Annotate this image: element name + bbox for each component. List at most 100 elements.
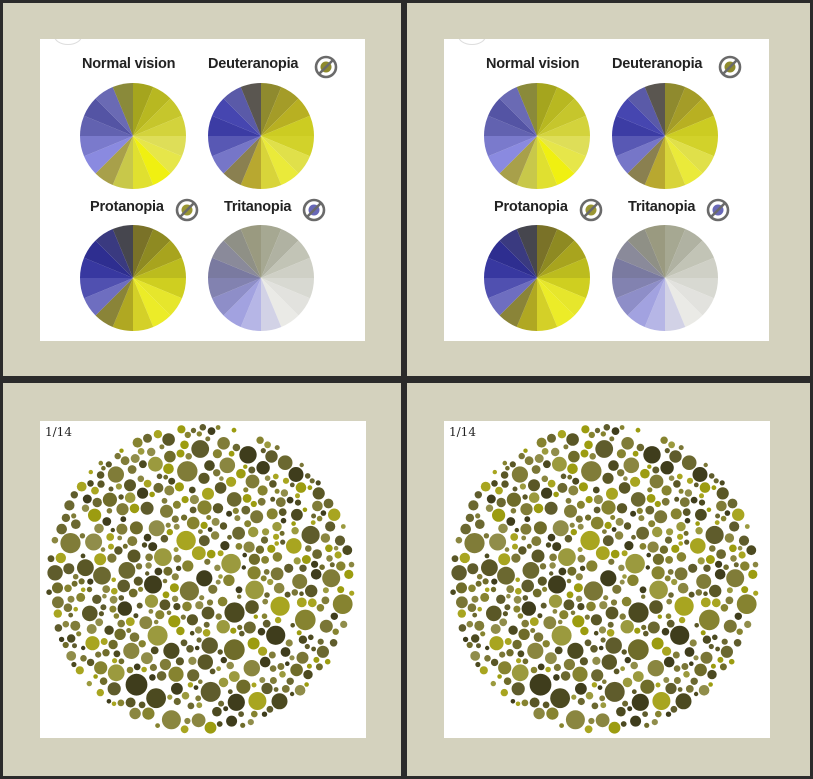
plate-dot (677, 687, 683, 692)
plate-dot (210, 531, 220, 540)
plate-dot (451, 555, 459, 563)
wheel-slice (212, 136, 261, 174)
plate-dot (592, 486, 600, 494)
protanopia-filter-icon (175, 198, 199, 222)
plate-dot (705, 525, 724, 545)
plate-dot (673, 665, 681, 672)
wheel-slice (84, 240, 133, 278)
plate-dot (544, 501, 558, 515)
plate-dot (646, 552, 651, 558)
plate-dot (517, 650, 525, 658)
plate-dot (108, 639, 118, 650)
plate-dot (187, 682, 194, 688)
plate-dot (88, 508, 102, 522)
wheel-slice (537, 278, 558, 331)
plate-dot (80, 553, 86, 559)
plate-dot (567, 463, 578, 475)
plate-dot (584, 614, 590, 620)
plate-dot (194, 645, 200, 651)
plate-dot (196, 431, 202, 437)
plate-dot (217, 550, 224, 557)
plate-dot (474, 491, 482, 499)
plate-dot (711, 598, 721, 608)
wheel-slice (133, 278, 186, 299)
wheel-slice (665, 136, 686, 189)
plate-dot (181, 496, 189, 504)
plate-dot (524, 516, 531, 523)
plate-dot (329, 639, 338, 647)
label-protanopia: Protanopia (90, 199, 164, 215)
plate-dot (213, 469, 221, 477)
plate-dot (81, 504, 90, 512)
plate-dot (511, 682, 525, 696)
plate-dot (565, 497, 572, 504)
plate-dot (510, 699, 516, 704)
plate-dot (532, 588, 542, 598)
plate-dot (554, 646, 563, 655)
plate-dot (215, 613, 222, 620)
plate-dot (515, 587, 522, 595)
wheel-slice (261, 278, 299, 327)
plate-dot (664, 448, 670, 454)
plate-dot (645, 565, 650, 570)
plate-dot (149, 663, 157, 672)
plate-dot (695, 589, 703, 596)
plate-dot (509, 461, 516, 468)
plate-dot (549, 571, 554, 576)
plate-dot (226, 492, 242, 507)
plate-dot (709, 584, 722, 598)
panel-plate-right: 1/14 (407, 383, 810, 776)
plate-dot (730, 555, 737, 562)
plate-dot (304, 643, 310, 650)
wheel-slice (616, 240, 665, 278)
plate-dot (78, 578, 85, 585)
plate-dot (342, 545, 353, 556)
wheel-slice (665, 229, 703, 278)
plate-dot (173, 523, 180, 530)
plate-dot (649, 580, 668, 600)
plate-dot (576, 500, 585, 509)
plate-dot (261, 682, 273, 695)
plate-dot (521, 535, 527, 541)
plate-dot (559, 610, 569, 620)
plate-dot (189, 506, 197, 514)
plate-dot (196, 570, 213, 587)
plate-dot (132, 437, 143, 448)
plate-dot (280, 489, 289, 497)
plate-dot (590, 614, 602, 626)
plate-dot (159, 599, 171, 611)
plate-dot (68, 612, 74, 618)
wheel-slice (208, 257, 261, 278)
label-tritanopia: Tritanopia (628, 199, 696, 215)
plate-dot (206, 549, 216, 559)
plate-dot (173, 697, 181, 706)
plate-dot (634, 627, 641, 634)
plate-dot (479, 666, 488, 675)
plate-dot (577, 554, 586, 563)
deuteranopia-wheel (612, 83, 718, 189)
plate-dot (472, 612, 478, 618)
plate-dot (565, 710, 585, 730)
plate-dot (662, 646, 672, 656)
plate-dot (577, 523, 584, 530)
plate-dot (601, 500, 616, 515)
plate-dot (255, 545, 265, 554)
plate-dot (693, 482, 699, 488)
wheel-slice (499, 278, 537, 327)
plate-dot (282, 477, 290, 484)
plate-dot (636, 526, 649, 540)
plate-dot (610, 599, 618, 606)
plate-dot (674, 496, 680, 502)
plate-dot (671, 544, 680, 553)
plate-dot (295, 493, 300, 499)
wheel-slice (616, 136, 665, 174)
plate-counter: 1/14 (449, 425, 476, 439)
deuteranopia-filter-icon (314, 55, 338, 79)
plate-dot (240, 722, 246, 728)
plate-dot (162, 433, 175, 446)
wheel-slice (612, 278, 665, 299)
plate-dot (651, 637, 664, 650)
plate-dot (305, 584, 318, 598)
plate-dot (646, 494, 656, 503)
plate-dot (310, 520, 316, 525)
